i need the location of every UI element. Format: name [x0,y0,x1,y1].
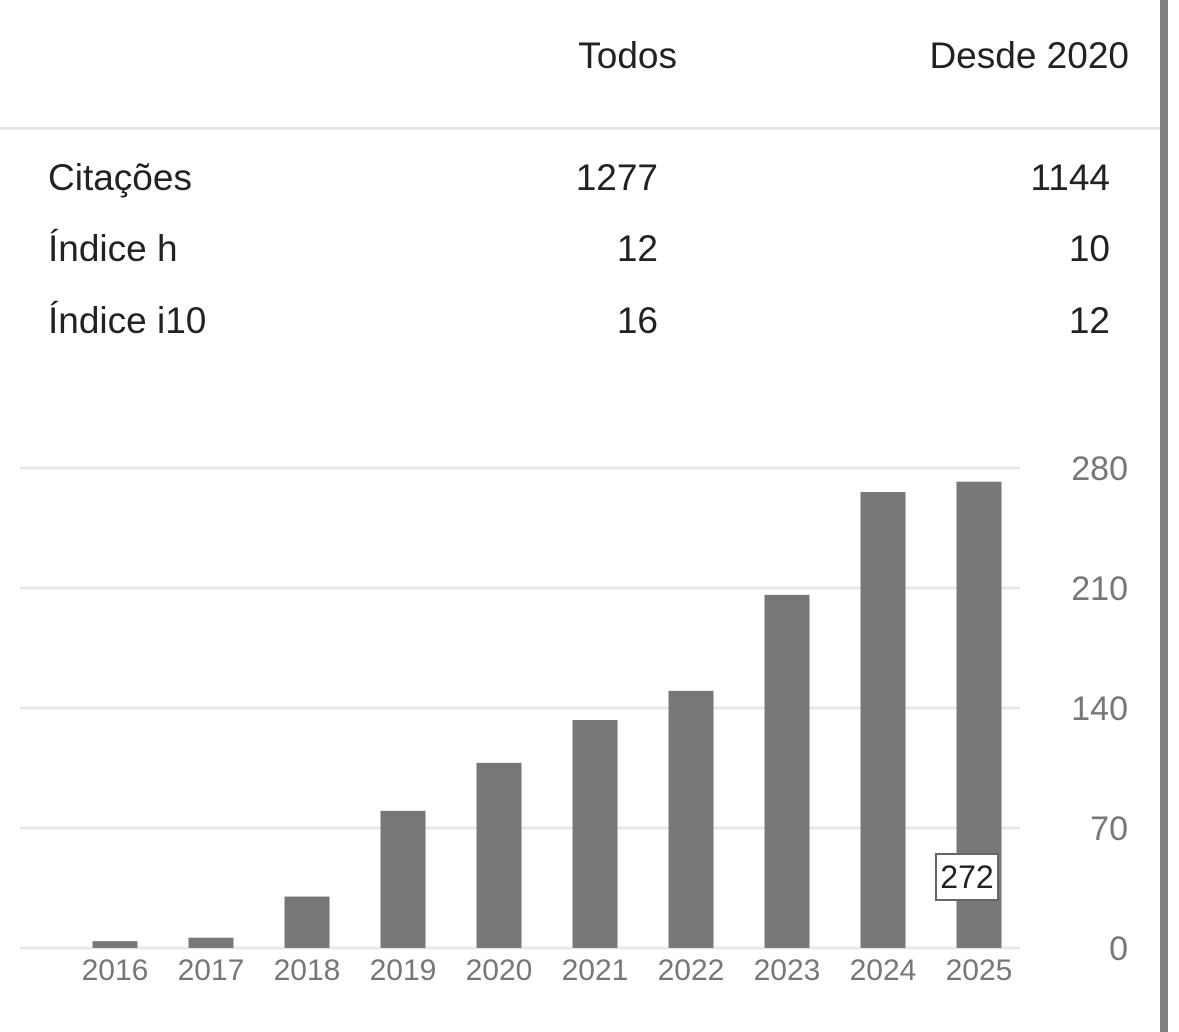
stats-row-i10-index: Índice i10 16 12 [0,299,1160,343]
right-border [1160,0,1168,1032]
row-label: Citações [48,157,192,198]
x-tick-label: 2023 [754,954,821,987]
x-tick-label: 2025 [946,954,1013,987]
column-header-since-2020: Desde 2020 [929,35,1129,76]
bars [92,481,1002,948]
citations-bar-chart: 0 70 140 210 280 2016 2017 2018 2019 2020 2021 202… [20,450,1128,987]
x-tick-label: 2017 [178,954,245,987]
column-header-all: Todos [578,35,677,76]
bar-2020[interactable] [476,762,522,948]
bar-2024[interactable] [860,492,906,948]
value-all: 1277 [575,157,658,198]
value-all: 12 [616,228,658,269]
x-tick-labels: 2016 2017 2018 2019 2020 2021 2022 2023 2024 2025 [82,954,1013,987]
y-tick-label: 0 [1109,930,1128,968]
x-tick-label: 2024 [850,954,917,987]
bar-2022[interactable] [668,690,714,948]
bar-2016[interactable] [92,941,138,948]
value-since: 10 [1068,228,1110,269]
x-tick-label: 2022 [658,954,725,987]
stats-row-h-index: Índice h 12 10 [0,227,1160,271]
value-since: 12 [1068,300,1110,341]
tooltip-value: 272 [940,859,993,895]
bar-2019[interactable] [380,810,426,948]
bar-2023[interactable] [764,594,810,948]
x-tick-label: 2021 [562,954,629,987]
stats-row-citations: Citações 1277 1144 [0,156,1160,200]
y-tick-label: 210 [1071,570,1128,608]
row-label: Índice i10 [48,300,207,341]
x-tick-label: 2019 [370,954,437,987]
y-tick-label: 140 [1071,690,1128,728]
x-tick-label: 2016 [82,954,149,987]
value-since: 1144 [1030,157,1110,198]
row-label: Índice h [48,228,178,269]
bar-2018[interactable] [284,896,330,948]
grid-lines [20,466,1020,950]
bar-tooltip: 272 [935,853,999,901]
y-tick-labels: 0 70 140 210 280 [1071,450,1128,968]
bar-2021[interactable] [572,720,618,948]
value-all: 16 [616,300,658,341]
x-tick-label: 2018 [274,954,341,987]
bar-2017[interactable] [188,937,234,948]
header-divider [0,127,1160,130]
x-tick-label: 2020 [466,954,533,987]
tooltip-box [935,853,999,901]
y-tick-label: 280 [1071,450,1128,488]
y-tick-label: 70 [1090,810,1128,848]
